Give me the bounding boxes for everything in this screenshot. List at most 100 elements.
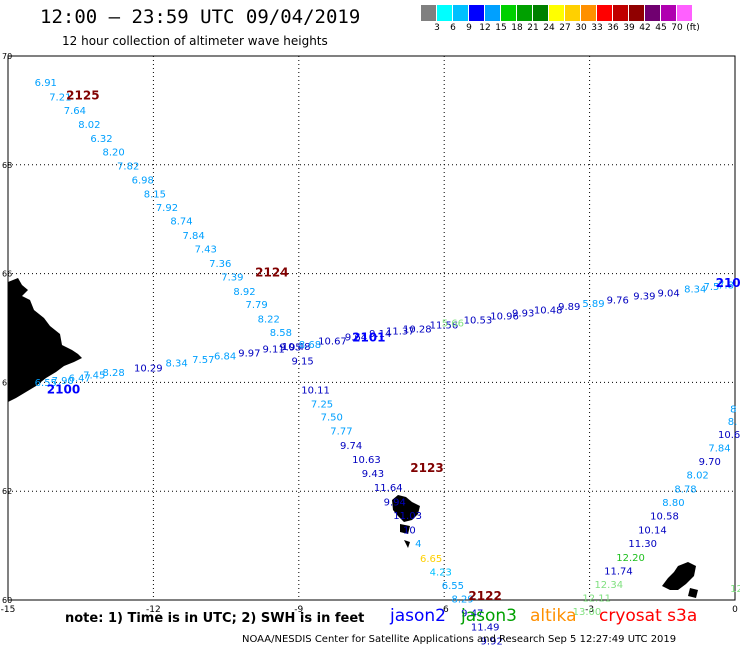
wave-height-value: 9.95 — [279, 342, 301, 353]
legend-label: 42 — [639, 23, 651, 33]
wave-height-value: 7.43 — [195, 244, 217, 255]
legend-swatch — [629, 5, 645, 21]
wave-height-value: 7.45 — [83, 371, 105, 382]
legend-label: 36 — [607, 23, 619, 33]
wave-height-value: 11.74 — [604, 566, 633, 577]
wave-height-value: 7.84 — [182, 231, 204, 242]
lon-tick-label: 0 — [732, 605, 738, 615]
wave-height-value: 10.63 — [718, 430, 740, 441]
wave-height-value: 9.47 — [461, 608, 483, 619]
wave-height-value: 11.56 — [430, 321, 459, 332]
lon-tick-label: -15 — [1, 605, 16, 615]
wave-height-value: 7.8 — [718, 280, 734, 291]
wave-height-value: 9.92 — [481, 637, 503, 648]
mission-name: cryosat s3a — [599, 606, 698, 626]
wave-height-value: 7.36 — [209, 259, 231, 270]
legend-label: 27 — [559, 23, 571, 33]
wave-height-value: 8.78 — [674, 484, 696, 495]
pass-number-label: 2122 — [468, 589, 501, 603]
legend-swatch — [517, 5, 533, 21]
faroe-islands — [392, 495, 420, 548]
wave-height-value: 9.76 — [607, 296, 629, 307]
legend-swatch — [677, 5, 693, 21]
map-title: 12:00 – 23:59 UTC 09/04/2019 — [40, 6, 361, 28]
wave-height-value: 10.48 — [534, 305, 563, 316]
lat-tick-label: 64 — [2, 378, 12, 387]
wave-height-value: 6.98 — [132, 175, 154, 186]
wave-height-value: 9.39 — [633, 292, 655, 303]
wave-height-value: 10.63 — [352, 455, 381, 466]
wave-height-value: 7.82 — [117, 162, 139, 173]
legend-swatch — [661, 5, 677, 21]
wave-height-value: 8.02 — [78, 120, 100, 131]
legend-label: 24 — [543, 23, 555, 33]
legend-label: 18 — [511, 23, 523, 33]
wave-height-value: 7.92 — [156, 203, 178, 214]
axis-ticks: 70 68 66 64 62 60-15 -12 -9 -6 -3 0 — [1, 52, 738, 615]
wave-height-value: 8. — [728, 417, 738, 428]
wave-height-value: 10.96 — [490, 311, 519, 322]
legend-swatches — [421, 5, 701, 21]
wave-height-value: 4 — [415, 539, 421, 550]
wave-height-value: 6.55 — [35, 378, 57, 389]
wave-height-value: 8.34 — [684, 285, 706, 296]
legend-swatch — [501, 5, 517, 21]
wave-height-value: 11.03 — [393, 511, 422, 522]
wave-height-value: 12.11 — [582, 594, 611, 605]
wave-height-value: 6.91 — [35, 78, 57, 89]
pass-number-label: 2102 — [716, 276, 740, 290]
wave-height-value: 9.43 — [362, 469, 384, 480]
pass-number-label: 2125 — [66, 89, 99, 103]
legend-swatch — [645, 5, 661, 21]
wave-height-value: 9.11 — [262, 344, 284, 355]
wave-height-value: 7.57 — [192, 355, 214, 366]
wave-height-value: 10.29 — [134, 364, 163, 375]
legend-swatch — [549, 5, 565, 21]
wave-height-value: 11.37 — [386, 327, 415, 338]
legend-label: 6 — [450, 23, 456, 33]
wave-height-value: 12 — [730, 584, 740, 595]
wave-height-value: 5.89 — [582, 299, 604, 310]
legend-label: 15 — [495, 23, 507, 33]
lon-tick-label: -3 — [585, 605, 594, 615]
wave-height-value: 8.80 — [662, 498, 684, 509]
pass-number-label: 2123 — [410, 461, 443, 475]
lat-tick-label: 60 — [2, 596, 12, 605]
footer-note: note: 1) Time is in UTC; 2) SWH is in fe… — [65, 611, 365, 626]
wave-height-value: 9.93 — [512, 309, 534, 320]
legend-label: 30 — [575, 23, 587, 33]
legend-swatch — [421, 5, 437, 21]
wave-height-value: 10.28 — [403, 324, 432, 335]
mission-name: jason2 — [390, 606, 446, 626]
lat-tick-label: 68 — [2, 161, 12, 170]
wave-height-value: 4.23 — [430, 568, 452, 579]
legend-swatch — [613, 5, 629, 21]
legend-swatch — [453, 5, 469, 21]
iceland-coast — [8, 278, 82, 402]
pass-labels: 2125 2124 2101 2100 2123 2122 2102 — [47, 89, 740, 603]
legend-labels: 3 6 9 12 15 18 21 24 27 30 33 36 39 42 45 70 (ft) — [421, 23, 701, 33]
wave-height-value: 9.97 — [238, 348, 260, 359]
wave-height-value: 10.53 — [464, 316, 493, 327]
legend-swatch — [437, 5, 453, 21]
legend-unit: (ft) — [686, 23, 700, 33]
wave-height-value: 5.66 — [442, 318, 464, 329]
legend-swatch — [581, 5, 597, 21]
wave-height-value: 7.25 — [311, 399, 333, 410]
legend-label: 3 — [434, 23, 440, 33]
wave-height-value: 6.84 — [214, 352, 236, 363]
wave-height-value: 9.94 — [384, 497, 406, 508]
pass-number-label: 2124 — [255, 265, 288, 279]
wave-height-value: 7.39 — [221, 273, 243, 284]
land-masses — [8, 278, 698, 598]
wave-height-value: 7.64 — [64, 106, 86, 117]
wave-height-value: 7.77 — [330, 427, 352, 438]
wave-height-value: 11.64 — [374, 483, 403, 494]
lat-tick-label: 70 — [2, 52, 12, 61]
wave-height-value: 9.70 — [699, 457, 721, 468]
footer-credit: NOAA/NESDIS Center for Satellite Applica… — [242, 634, 677, 645]
wave-height-value: 10.58 — [650, 511, 679, 522]
wave-height-value: 8.15 — [144, 189, 166, 200]
wave-height-value: 9.89 — [558, 302, 580, 313]
wave-height-value: 8.20 — [103, 148, 125, 159]
